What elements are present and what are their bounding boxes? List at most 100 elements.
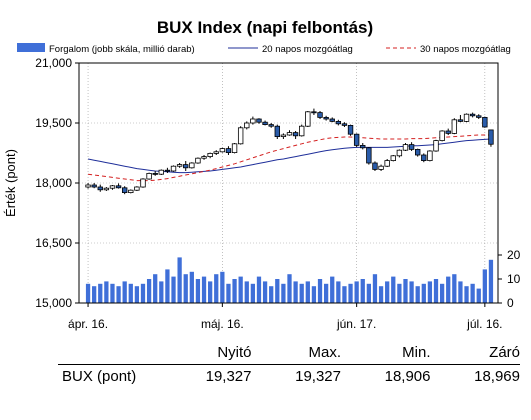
candle-body — [353, 133, 360, 146]
chart-title: BUX Index (napi felbontás) — [157, 18, 373, 37]
candle-body — [274, 125, 280, 137]
volume-bar — [104, 281, 109, 303]
candle-body — [445, 130, 451, 134]
candle-body — [207, 152, 213, 157]
volume-bar — [348, 283, 353, 303]
volume-bar — [397, 283, 402, 303]
x-axis: ápr. 16. máj. 16. jún. 17. júl. 16. — [68, 303, 503, 331]
candle-body — [396, 149, 403, 157]
volume-bar — [262, 281, 268, 303]
volume-bar — [372, 274, 378, 303]
candle-body — [213, 151, 219, 154]
volume-bar — [208, 281, 213, 303]
volume-bar — [116, 286, 121, 303]
x-tick-label: júl. 16. — [466, 317, 502, 331]
volume-bar — [366, 283, 371, 303]
summary-header-close: Záró — [489, 344, 520, 361]
volume-bar — [153, 274, 158, 303]
summary-header-open: Nyitó — [217, 344, 252, 361]
candle-body — [421, 154, 427, 161]
candle-body — [121, 187, 128, 194]
y-axis-label: Érték (pont) — [3, 149, 18, 217]
volume-bars — [85, 257, 494, 303]
candle-body — [317, 112, 323, 118]
volume-bar — [323, 283, 329, 303]
volume-bar — [354, 281, 359, 303]
volume-bar — [378, 286, 384, 303]
summary-table: Nyitó Max. Min. Záró BUX (pont) 19,327 1… — [58, 342, 520, 387]
y-axis-right: 0 10 20 — [498, 248, 521, 310]
y-tick-label: 15,000 — [35, 296, 72, 310]
candle-body — [408, 144, 415, 150]
volume-bar — [220, 271, 225, 303]
candle-body — [170, 165, 177, 172]
volume-bar — [275, 279, 280, 303]
volume-bar — [482, 269, 487, 303]
candle-body — [439, 130, 445, 141]
volume-bar — [183, 274, 188, 303]
candle-body — [311, 111, 317, 114]
candle-body — [189, 162, 195, 169]
summary-header-blank — [58, 342, 162, 365]
candle-body — [268, 124, 274, 127]
y-axis-left: 15,000 16,500 18,000 19,500 21,000 — [35, 56, 79, 310]
summary-row-label: BUX (pont) — [58, 364, 162, 387]
candle-body — [463, 113, 470, 122]
volume-bar — [134, 286, 140, 303]
candle-body — [451, 119, 458, 134]
volume-bar — [85, 283, 91, 303]
volume-bar — [165, 269, 170, 303]
candle-body — [299, 125, 305, 137]
ma30-line — [88, 134, 491, 182]
candle-body — [402, 144, 409, 151]
x-tick-label: jún. 17. — [336, 317, 376, 331]
volume-bar — [195, 279, 201, 303]
volume-bar — [122, 281, 127, 303]
volume-bar — [391, 276, 396, 303]
volume-bar — [214, 274, 219, 303]
candle-body — [201, 156, 207, 159]
volume-bar — [140, 283, 146, 303]
candlesticks — [85, 108, 494, 195]
volume-bar — [446, 276, 451, 303]
candle-body — [323, 117, 329, 120]
candle-body — [176, 164, 183, 167]
candle-body — [128, 189, 134, 193]
volume-bar — [421, 283, 426, 303]
candle-body — [256, 118, 262, 123]
volume-bar — [470, 283, 475, 303]
legend-ma30-label: 30 napos mozgóátlag — [420, 44, 511, 55]
candle-body — [146, 172, 152, 180]
volume-tick-label: 10 — [507, 272, 521, 286]
candle-body — [384, 160, 390, 167]
volume-bar — [232, 279, 237, 303]
volume-bar — [299, 283, 304, 303]
legend-ma20-label: 20 napos mozgóátlag — [262, 44, 353, 55]
legend: Forgalom (jobb skála, millió darab) 20 n… — [17, 43, 511, 55]
summary-close-value: 18,969 — [430, 364, 520, 387]
x-tick-label: ápr. 16. — [68, 317, 108, 331]
candle-body — [335, 121, 342, 125]
candle-body — [219, 148, 226, 153]
volume-bar — [159, 281, 164, 303]
candle-body — [103, 187, 110, 191]
candle-body — [109, 185, 116, 189]
candle-body — [360, 144, 366, 149]
volume-bar — [415, 286, 420, 303]
candle-body — [415, 148, 421, 156]
candle-body — [164, 169, 171, 172]
candle-body — [433, 140, 439, 152]
candle-body — [134, 186, 140, 191]
summary-row-bux: BUX (pont) 19,327 19,327 18,906 18,969 — [58, 364, 520, 387]
volume-bar — [201, 276, 207, 303]
candle-body — [244, 122, 250, 129]
volume-tick-label: 20 — [507, 248, 521, 262]
volume-bar — [256, 276, 262, 303]
volume-bar — [311, 286, 317, 303]
volume-bar — [110, 283, 115, 303]
volume-bar — [146, 279, 152, 303]
candle-body — [476, 115, 482, 118]
volume-bar — [189, 271, 194, 303]
legend-volume-label: Forgalom (jobb skála, millió darab) — [49, 44, 195, 55]
y-tick-label: 16,500 — [35, 236, 72, 250]
